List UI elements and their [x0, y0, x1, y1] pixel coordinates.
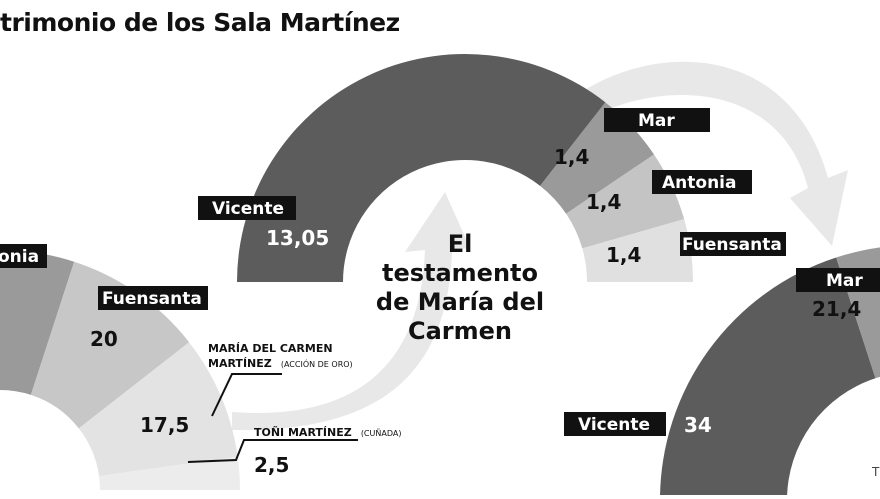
value-right-vicente: 34: [684, 413, 712, 437]
label-left-onia: onia: [0, 247, 39, 267]
center-text-line2: testamento: [382, 259, 538, 287]
footer-fragment: T: [871, 465, 880, 479]
note-maria-sub: (ACCIÓN DE ORO): [281, 358, 353, 369]
label-box-right-mar: [796, 268, 880, 292]
label-box-center-fuensanta: [680, 232, 786, 256]
flow-arrows: [232, 61, 848, 431]
label-box-center-vicente: [198, 196, 296, 220]
label-box-left-fuensanta: [98, 286, 208, 310]
value-left-toni: 2,5: [254, 453, 289, 477]
note-maria-line2: MARTÍNEZ (ACCIÓN DE ORO): [208, 352, 353, 371]
label-box-right-vicente: [564, 412, 666, 436]
value-center-antonia: 1,4: [586, 190, 621, 214]
value-center-fuensanta: 1,4: [606, 243, 641, 267]
value-center-mar: 1,4: [554, 145, 589, 169]
leader-maria: [211, 373, 282, 417]
value-center-vicente: 13,05: [266, 226, 329, 250]
note-toni-sub: (CUÑADA): [361, 428, 402, 438]
label-box-left-onia: [0, 244, 47, 268]
label-box-center-mar: [604, 108, 710, 132]
note-toni-name: TOÑI MARTÍNEZ: [254, 426, 352, 439]
slice-left-onia: [0, 250, 75, 395]
label-center-mar: Mar: [638, 111, 675, 131]
slice-center-vicente: [237, 53, 606, 282]
note-maria-line1: MARÍA DEL CARMEN: [208, 342, 333, 355]
ring-left: [0, 250, 240, 490]
label-right-mar: Mar: [826, 271, 863, 291]
slice-center-fuensanta: [582, 219, 693, 282]
arrow-left-to-center: [232, 192, 470, 431]
center-text-line4: Carmen: [408, 317, 512, 345]
label-center-fuensanta: Fuensanta: [682, 235, 782, 255]
value-left-maria: 17,5: [140, 413, 189, 437]
label-right-vicente: Vicente: [578, 415, 650, 435]
label-center-antonia: Antonia: [662, 173, 736, 193]
slice-left-maria: [78, 342, 238, 477]
center-text-line1: El: [448, 230, 473, 258]
center-text-line3: de María del: [376, 288, 544, 316]
chart-title: trimonio de los Sala Martínez: [0, 8, 400, 37]
label-left-fuensanta: Fuensanta: [102, 289, 202, 309]
note-toni: TOÑI MARTÍNEZ (CUÑADA): [254, 421, 401, 440]
slice-right-vicente: [660, 257, 876, 499]
value-left-fuensanta: 20: [90, 327, 118, 351]
label-center-vicente: Vicente: [212, 199, 284, 219]
value-right-mar: 21,4: [812, 297, 861, 321]
slice-left-toni: [99, 456, 240, 490]
note-maria-name: MARTÍNEZ: [208, 357, 272, 370]
arrow-center-to-right: [570, 61, 848, 247]
leader-toni: [187, 439, 358, 463]
label-box-center-antonia: [652, 170, 752, 194]
